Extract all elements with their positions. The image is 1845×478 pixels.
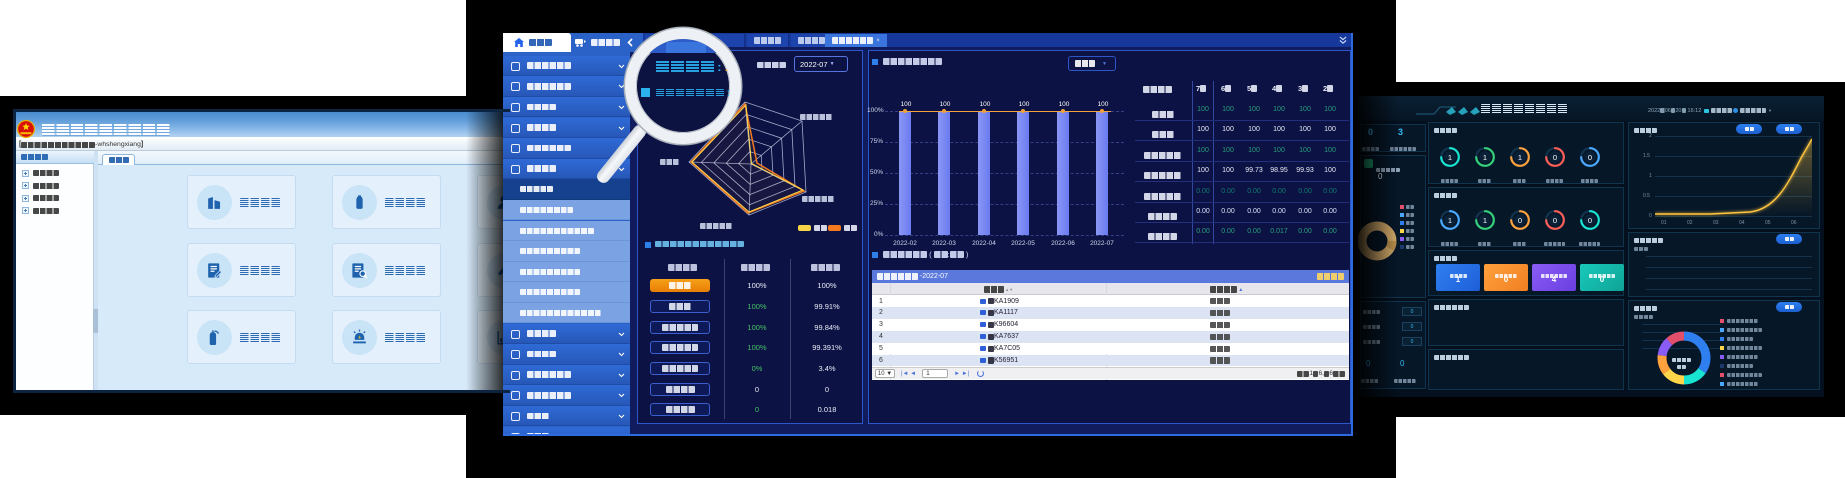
svg-text:0: 0: [1518, 216, 1522, 225]
svg-text:0: 0: [1588, 216, 1592, 225]
svg-text:0: 0: [1588, 153, 1592, 162]
svg-text:0: 0: [1553, 216, 1557, 225]
svg-text:0: 0: [1553, 153, 1557, 162]
svg-text:1: 1: [1448, 216, 1452, 225]
svg-text:1: 1: [1448, 153, 1452, 162]
svg-text:1: 1: [1483, 153, 1487, 162]
svg-text:1: 1: [1518, 153, 1522, 162]
svg-text:1: 1: [1483, 216, 1487, 225]
